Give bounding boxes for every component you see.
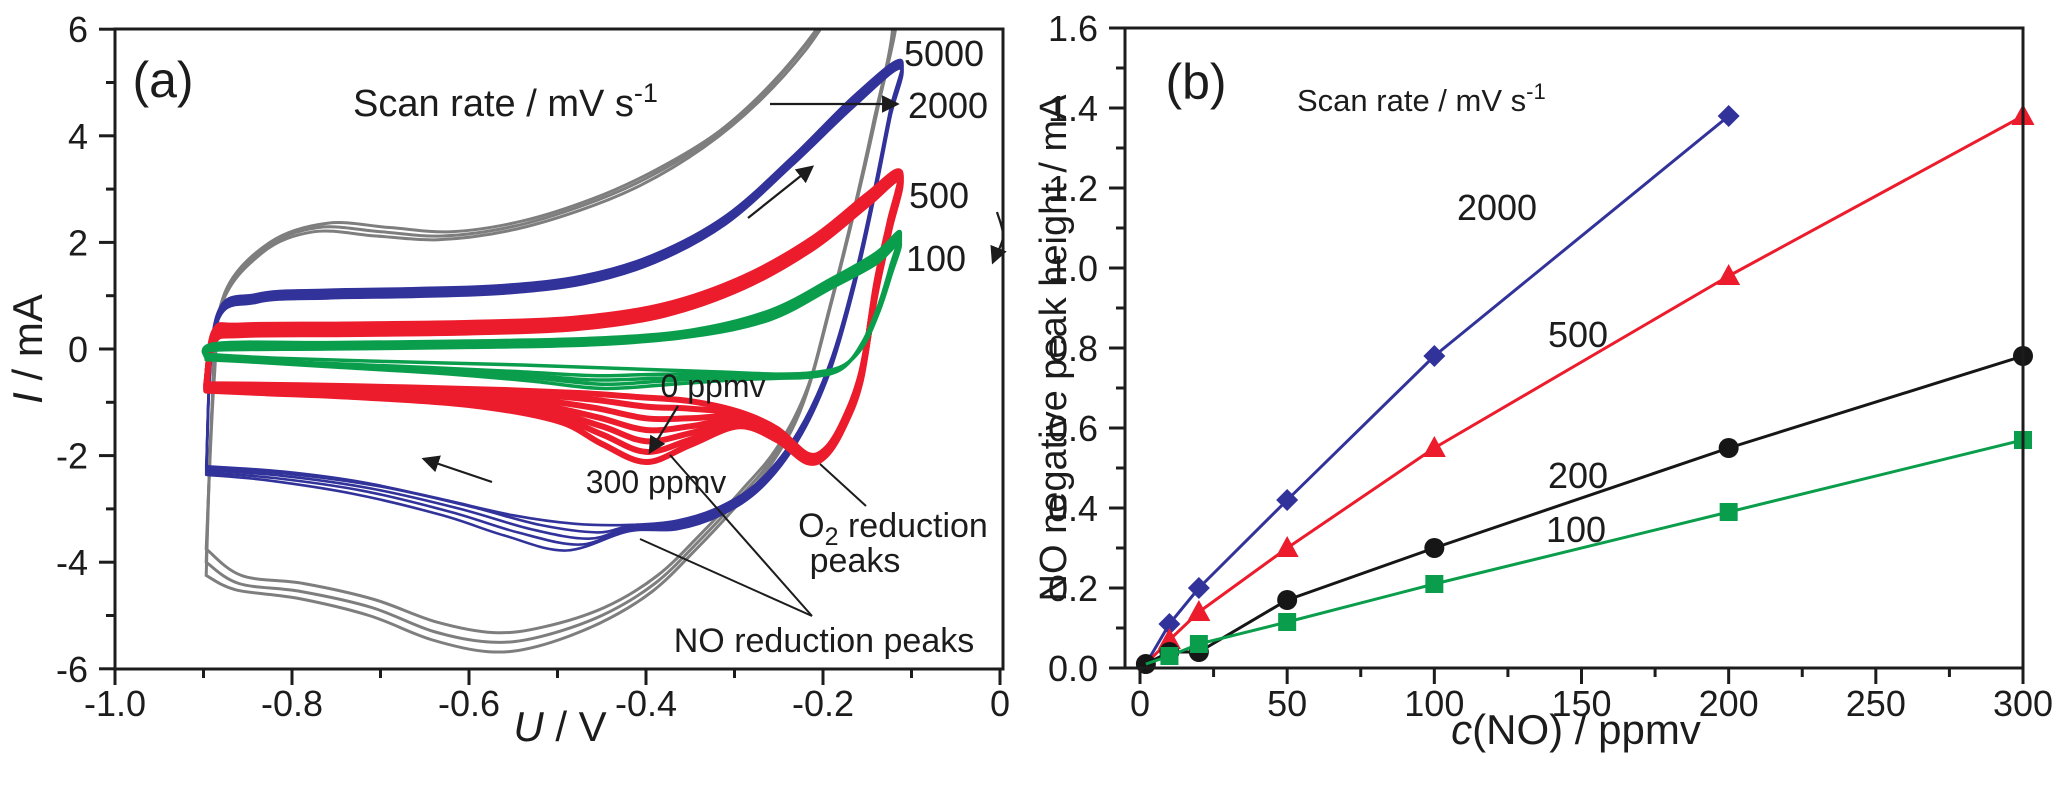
panel-a-tick-labels: -1.0 -0.8 -0.6 -0.4 -0.2 0 6 4 2 0 -2 -4 -6 <box>56 9 1010 724</box>
panel-b-y-tick-label: 0.0 <box>1048 648 1098 689</box>
panel-b-y-tick-label: 1.2 <box>1048 168 1098 209</box>
panel-b-y-tick-label: 1.0 <box>1048 248 1098 289</box>
data-point-500-20ppmv <box>1187 600 1211 621</box>
series-label-500: 500 <box>1548 314 1608 355</box>
panel-a-y-tick-label: 6 <box>68 9 88 50</box>
ppmv-increase-arrow <box>648 405 679 455</box>
data-point-2000-20ppmv <box>1187 577 1210 599</box>
panel-b-y-tick-label: 0.8 <box>1048 328 1098 369</box>
curve-label-100: 100 <box>906 238 966 279</box>
annotation-o2-reduction-line1: O2 reduction <box>798 507 988 551</box>
panel-a-x-tick-label: -0.6 <box>438 683 500 724</box>
cv-curve-5000-cycle-3 <box>204 29 895 654</box>
o2-peak-pointer <box>819 463 867 507</box>
data-point-100-50ppmv <box>1278 613 1297 631</box>
panel-b-x-axis-title: c(NO) / ppmv <box>1451 706 1701 753</box>
panel-b-y-tick-label: 0.4 <box>1048 488 1098 529</box>
panel-a-x-tick-label: -1.0 <box>84 683 146 724</box>
panel-b-scan-rate-label: Scan rate / mV s-1 <box>1297 79 1546 118</box>
data-point-100-100ppmv <box>1425 575 1444 593</box>
cathodic-direction-arrow <box>421 455 493 484</box>
panel-b-series <box>1135 104 2035 674</box>
panel-a-ticks <box>99 27 1002 685</box>
panel-b-x-tick-label: 100 <box>1404 683 1464 724</box>
panel-a-x-tick-label: -0.8 <box>261 683 323 724</box>
curve-label-2000: 2000 <box>908 85 988 126</box>
data-point-2000-200ppmv <box>1717 105 1740 127</box>
panel-a-arrows <box>421 95 1007 617</box>
panel-a-y-tick-label: 2 <box>68 222 88 263</box>
data-point-2000-100ppmv <box>1423 345 1446 367</box>
data-point-200-100ppmv <box>1424 538 1445 558</box>
data-point-200-200ppmv <box>1718 438 1739 458</box>
panel-a-y-tick-label: -6 <box>56 649 88 690</box>
panel-a-y-tick-label: 0 <box>68 329 88 370</box>
series-label-200: 200 <box>1548 455 1608 496</box>
curve-label-5000: 5000 <box>904 33 984 74</box>
annotation-o2-reduction-line2: peaks <box>810 542 901 580</box>
panel-b-y-tick-label: 1.6 <box>1048 8 1098 49</box>
panel-a-scan-rate-label: Scan rate / mV s-1 <box>353 78 658 125</box>
panel-b-x-tick-label: 300 <box>1993 683 2053 724</box>
panel-b-y-axis-title: NO negative peak height / mA <box>1033 94 1075 602</box>
panel-a-x-tick-label: -0.4 <box>615 683 677 724</box>
panel-a-y-tick-label: 4 <box>68 116 88 157</box>
panel-b-x-tick-label: 150 <box>1551 683 1611 724</box>
data-point-100-20ppmv <box>1189 635 1208 653</box>
annotation-300ppmv: 300 ppmv <box>586 464 727 500</box>
panel-b-ticks <box>1109 26 2025 684</box>
data-point-500-100ppmv <box>1422 436 1446 457</box>
data-point-200-50ppmv <box>1277 590 1298 610</box>
panel-a-x-tick-label: -0.2 <box>792 683 854 724</box>
annotation-no-reduction-peaks: NO reduction peaks <box>674 622 975 660</box>
anodic-direction-arrow <box>747 165 815 219</box>
panel-b-x-tick-label: 200 <box>1699 683 1759 724</box>
panel-a-label: (a) <box>132 52 193 108</box>
panel-b-y-tick-label: 1.4 <box>1048 88 1098 129</box>
panel-a-y-axis-title: I / mA <box>4 294 51 404</box>
curve-label-500: 500 <box>909 175 969 216</box>
panel-b-x-tick-label: 50 <box>1267 683 1307 724</box>
data-point-500-200ppmv <box>1717 264 1741 285</box>
panel-a-y-tick-label: -4 <box>56 542 88 583</box>
panel-b-y-tick-label: 0.6 <box>1048 408 1098 449</box>
data-point-100-10ppmv <box>1160 647 1179 665</box>
reverse-scan-arrow <box>990 211 1007 265</box>
data-point-500-10ppmv <box>1157 628 1181 649</box>
panel-a-curves <box>201 29 904 654</box>
panel-a-x-tick-label: 0 <box>990 683 1010 724</box>
panel-b-tick-labels: 0 50 100 150 200 250 300 0.0 0.2 0.4 0.6 0.8 1.0 1.2 1… <box>1048 8 2053 724</box>
panel-a-series-labels: 5000 2000 500 100 <box>904 33 988 279</box>
panel-b-series-labels: 2000 500 200 100 <box>1457 187 1608 550</box>
annotation-0ppmv: 0 ppmv <box>661 368 766 404</box>
data-point-2000-50ppmv <box>1276 489 1299 511</box>
panel-b-x-tick-label: 0 <box>1130 683 1150 724</box>
panel-a-y-tick-label: -2 <box>56 436 88 477</box>
panel-b-label: (b) <box>1165 54 1226 110</box>
cv-curve-2000-cycle-5 <box>204 67 904 552</box>
data-point-500-50ppmv <box>1275 536 1299 557</box>
cv-curve-100-cycle-5 <box>201 229 903 391</box>
series-label-100: 100 <box>1546 509 1606 550</box>
panel-b-x-tick-label: 250 <box>1846 683 1906 724</box>
no-peak-pointer-red <box>669 454 813 617</box>
series-label-2000: 2000 <box>1457 187 1537 228</box>
panel-a-x-axis-title: U / V <box>513 703 606 750</box>
data-point-2000-10ppmv <box>1158 613 1181 635</box>
data-point-100-200ppmv <box>1719 503 1738 521</box>
panel-b-y-tick-label: 0.2 <box>1048 568 1098 609</box>
no-peak-pointer-blue <box>639 538 813 617</box>
